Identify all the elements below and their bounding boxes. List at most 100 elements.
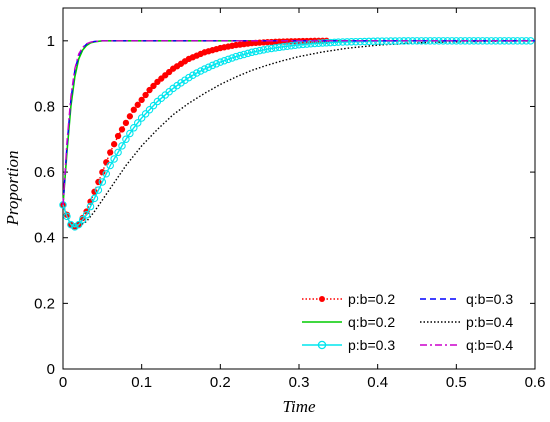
legend-item: p:b=0.2 <box>302 291 395 307</box>
data-point <box>110 141 118 148</box>
data-point <box>114 132 122 140</box>
axis-ticks: 0 0.1 0.2 0.3 0.4 0.5 0.6 0 0.2 0.4 0.6 0.8 1 <box>34 8 545 391</box>
data-point <box>86 202 95 211</box>
data-point <box>158 75 165 82</box>
legend-item: p:b=0.3 <box>302 337 395 353</box>
data-point <box>141 110 150 118</box>
x-tick-label: 0.2 <box>210 374 231 391</box>
legend-label: p:b=0.3 <box>348 337 395 353</box>
data-point <box>275 43 284 52</box>
data-point <box>118 126 126 133</box>
data-point <box>146 86 153 94</box>
legend-marker <box>319 296 325 302</box>
data-point <box>263 45 272 53</box>
x-tick-label: 0.5 <box>446 374 467 391</box>
data-point <box>106 161 114 170</box>
data-point <box>122 119 130 127</box>
legend-item: q:b=0.2 <box>302 314 395 330</box>
data-point <box>240 50 248 59</box>
data-point <box>204 63 213 71</box>
data-point <box>185 73 193 82</box>
data-point <box>103 159 110 166</box>
data-point <box>154 78 161 85</box>
data-point <box>110 155 118 163</box>
data-point <box>220 57 229 65</box>
data-point <box>347 38 356 46</box>
legend-label: p:b=0.2 <box>348 291 395 307</box>
data-point <box>244 49 252 58</box>
data-point <box>145 105 154 114</box>
plot-area <box>62 7 536 370</box>
series-layer <box>59 37 536 231</box>
data-point <box>149 101 158 110</box>
data-point <box>283 42 291 50</box>
y-tick-label: 0 <box>47 361 55 378</box>
x-tick-label: 0.4 <box>367 374 388 391</box>
data-point <box>255 46 264 55</box>
data-point <box>356 37 364 46</box>
data-point <box>330 38 339 47</box>
data-point <box>318 39 327 47</box>
data-point <box>130 124 138 132</box>
series-p-b-0-2 <box>59 37 331 230</box>
data-point <box>166 68 173 76</box>
y-tick-label: 0.4 <box>34 230 55 247</box>
data-point <box>295 41 303 49</box>
data-point <box>259 46 268 54</box>
legend-marker <box>317 340 327 350</box>
data-point <box>98 178 107 186</box>
data-point <box>287 41 295 50</box>
data-point <box>63 212 71 221</box>
data-point <box>126 113 134 120</box>
data-point <box>82 211 91 219</box>
data-point <box>279 42 288 51</box>
legend-label: q:b=0.4 <box>466 337 513 353</box>
data-point <box>189 71 197 80</box>
data-point <box>326 38 335 47</box>
legend-label: p:b=0.4 <box>466 314 513 330</box>
y-axis-label: Proportion <box>3 151 22 227</box>
data-point <box>322 39 331 47</box>
legend-item: p:b=0.4 <box>420 314 513 330</box>
data-point <box>162 72 169 79</box>
x-tick-label: 0 <box>59 374 67 391</box>
data-point <box>224 55 232 64</box>
data-point <box>94 186 103 194</box>
data-point <box>228 54 236 62</box>
y-tick-label: 0.2 <box>34 295 55 312</box>
legend-item: q:b=0.3 <box>420 291 513 307</box>
data-point <box>118 142 126 150</box>
data-point <box>130 106 137 113</box>
series-p-b-0-4 <box>62 40 536 229</box>
data-point <box>236 51 244 60</box>
data-point <box>208 61 217 70</box>
data-point <box>307 40 315 48</box>
data-point <box>216 58 225 66</box>
data-point <box>248 48 256 57</box>
data-point <box>192 69 201 77</box>
series-line <box>62 40 536 229</box>
data-point <box>102 169 111 178</box>
data-point <box>334 38 343 46</box>
data-point <box>291 41 299 49</box>
data-point <box>232 52 240 61</box>
legend: p:b=0.2 q:b=0.3 q:b=0.2 p:b=0.4 p:b=0.3 q:b=0… <box>302 291 513 353</box>
y-tick-label: 0.8 <box>34 98 55 115</box>
x-tick-label: 0.3 <box>289 374 310 391</box>
x-tick-label: 0.1 <box>131 374 152 391</box>
data-point <box>138 96 145 104</box>
y-tick-label: 1 <box>47 33 55 50</box>
data-point <box>78 215 87 224</box>
data-point <box>71 223 79 231</box>
data-point <box>137 114 146 122</box>
x-axis-label: Time <box>282 397 316 416</box>
data-point <box>352 37 360 46</box>
legend-label: q:b=0.2 <box>348 314 395 330</box>
data-point <box>90 194 99 203</box>
data-point <box>107 149 114 156</box>
data-point <box>343 38 351 46</box>
data-point <box>200 65 209 73</box>
data-point <box>126 129 134 138</box>
y-tick-label: 0.6 <box>34 164 55 181</box>
